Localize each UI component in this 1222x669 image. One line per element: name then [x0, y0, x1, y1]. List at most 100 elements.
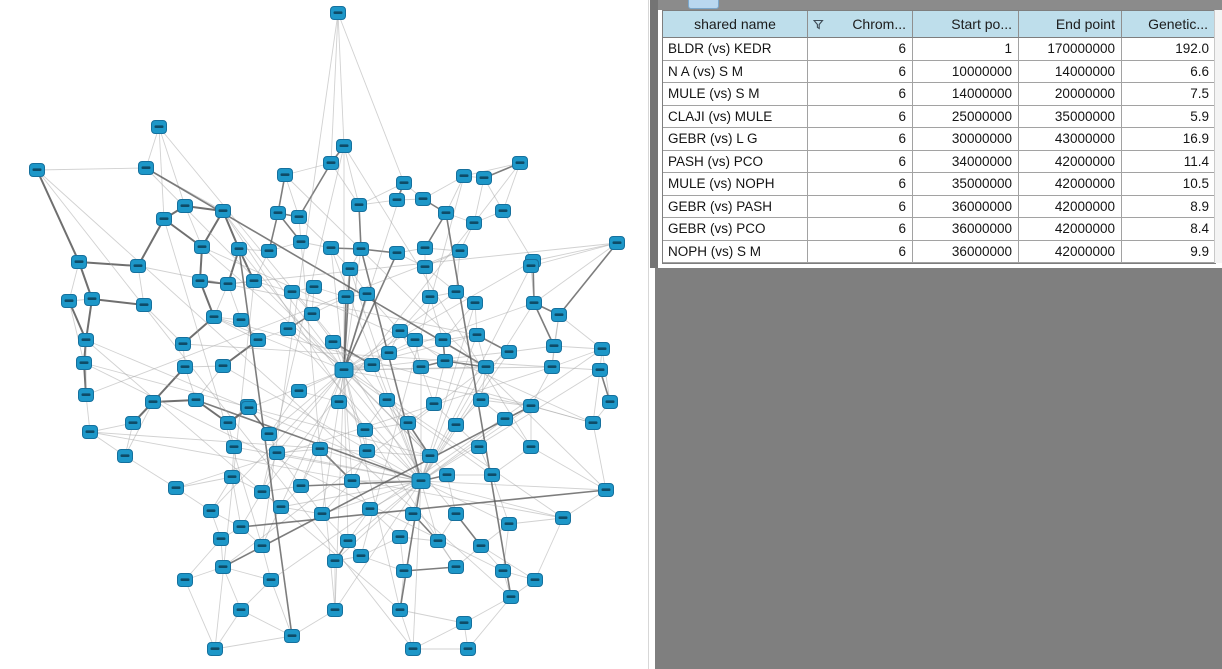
- network-node[interactable]: [220, 416, 236, 430]
- network-node[interactable]: [478, 360, 494, 374]
- network-node[interactable]: [233, 603, 249, 617]
- network-node[interactable]: [291, 210, 307, 224]
- table-row[interactable]: GEBR (vs) PCO 6 36000000 42000000 8.4: [663, 218, 1215, 241]
- table-row[interactable]: NOPH (vs) S M 6 36000000 42000000 9.9: [663, 240, 1215, 263]
- network-node[interactable]: [364, 358, 380, 372]
- network-node[interactable]: [336, 139, 352, 153]
- table-vertical-scrollbar[interactable]: [1214, 10, 1222, 263]
- network-node[interactable]: [392, 324, 408, 338]
- network-view-full[interactable]: [0, 0, 650, 669]
- network-node[interactable]: [437, 354, 453, 368]
- filter-icon[interactable]: [813, 19, 824, 30]
- network-node[interactable]: [407, 333, 423, 347]
- network-node[interactable]: [357, 423, 373, 437]
- network-node[interactable]: [215, 359, 231, 373]
- network-node[interactable]: [415, 192, 431, 206]
- network-node[interactable]: [207, 642, 223, 656]
- network-node[interactable]: [78, 388, 94, 402]
- network-node[interactable]: [381, 346, 397, 360]
- network-node[interactable]: [476, 171, 492, 185]
- network-node[interactable]: [598, 483, 614, 497]
- network-node[interactable]: [293, 479, 309, 493]
- network-node[interactable]: [448, 507, 464, 521]
- network-node[interactable]: [330, 6, 346, 20]
- network-node[interactable]: [512, 156, 528, 170]
- network-node[interactable]: [323, 241, 339, 255]
- table-horizontal-scrollbar[interactable]: [658, 0, 1222, 10]
- network-node[interactable]: [306, 280, 322, 294]
- network-node[interactable]: [344, 474, 360, 488]
- network-node[interactable]: [261, 244, 277, 258]
- network-node[interactable]: [602, 395, 618, 409]
- network-node[interactable]: [417, 260, 433, 274]
- network-node[interactable]: [439, 468, 455, 482]
- network-node[interactable]: [188, 393, 204, 407]
- network-node[interactable]: [71, 255, 87, 269]
- column-header-genetic-[interactable]: Genetic...: [1122, 11, 1215, 38]
- table-row[interactable]: MULE (vs) S M 6 14000000 20000000 7.5: [663, 83, 1215, 106]
- network-node[interactable]: [460, 642, 476, 656]
- network-node[interactable]: [501, 517, 517, 531]
- table-row[interactable]: BLDR (vs) KEDR 6 1 170000000 192.0: [663, 38, 1215, 61]
- network-node[interactable]: [473, 393, 489, 407]
- full-network-canvas[interactable]: [0, 0, 650, 669]
- network-node[interactable]: [273, 500, 289, 514]
- network-node[interactable]: [175, 337, 191, 351]
- network-node[interactable]: [312, 442, 328, 456]
- network-node[interactable]: [233, 520, 249, 534]
- network-node[interactable]: [254, 539, 270, 553]
- network-node[interactable]: [168, 481, 184, 495]
- table-row[interactable]: GEBR (vs) PASH 6 36000000 42000000 8.9: [663, 195, 1215, 218]
- network-node[interactable]: [151, 120, 167, 134]
- network-node[interactable]: [351, 198, 367, 212]
- table-row[interactable]: MULE (vs) NOPH 6 35000000 42000000 10.5: [663, 173, 1215, 196]
- network-node[interactable]: [284, 629, 300, 643]
- network-node[interactable]: [400, 416, 416, 430]
- network-node[interactable]: [338, 290, 354, 304]
- network-node[interactable]: [125, 416, 141, 430]
- network-node[interactable]: [438, 206, 454, 220]
- network-node[interactable]: [270, 206, 286, 220]
- network-node[interactable]: [452, 244, 468, 258]
- network-node[interactable]: [526, 296, 542, 310]
- network-node[interactable]: [551, 308, 567, 322]
- table-row[interactable]: CLAJI (vs) MULE 6 25000000 35000000 5.9: [663, 105, 1215, 128]
- network-node[interactable]: [250, 333, 266, 347]
- network-node[interactable]: [448, 560, 464, 574]
- network-node[interactable]: [156, 212, 172, 226]
- network-node[interactable]: [523, 440, 539, 454]
- network-node[interactable]: [284, 285, 300, 299]
- network-node[interactable]: [495, 204, 511, 218]
- network-node[interactable]: [220, 277, 236, 291]
- network-node[interactable]: [277, 168, 293, 182]
- network-node[interactable]: [413, 360, 429, 374]
- network-node[interactable]: [224, 470, 240, 484]
- network-node[interactable]: [405, 507, 421, 521]
- network-node[interactable]: [466, 216, 482, 230]
- network-node[interactable]: [503, 590, 519, 604]
- network-node[interactable]: [340, 534, 356, 548]
- network-node[interactable]: [76, 356, 92, 370]
- network-node[interactable]: [362, 502, 378, 516]
- network-node[interactable]: [334, 362, 354, 378]
- network-node[interactable]: [231, 242, 247, 256]
- network-node[interactable]: [417, 241, 433, 255]
- network-node[interactable]: [585, 416, 601, 430]
- network-node[interactable]: [484, 468, 500, 482]
- network-node[interactable]: [327, 554, 343, 568]
- network-node[interactable]: [405, 642, 421, 656]
- network-node[interactable]: [269, 446, 285, 460]
- network-node[interactable]: [469, 328, 485, 342]
- network-node[interactable]: [233, 313, 249, 327]
- column-header-shared-name[interactable]: shared name: [663, 11, 808, 38]
- network-node[interactable]: [471, 440, 487, 454]
- network-node[interactable]: [194, 240, 210, 254]
- panel-divider[interactable]: [650, 0, 658, 268]
- network-node[interactable]: [389, 193, 405, 207]
- network-node[interactable]: [353, 242, 369, 256]
- network-node[interactable]: [592, 363, 608, 377]
- network-node[interactable]: [392, 530, 408, 544]
- network-node[interactable]: [327, 603, 343, 617]
- network-node[interactable]: [430, 534, 446, 548]
- network-node[interactable]: [226, 440, 242, 454]
